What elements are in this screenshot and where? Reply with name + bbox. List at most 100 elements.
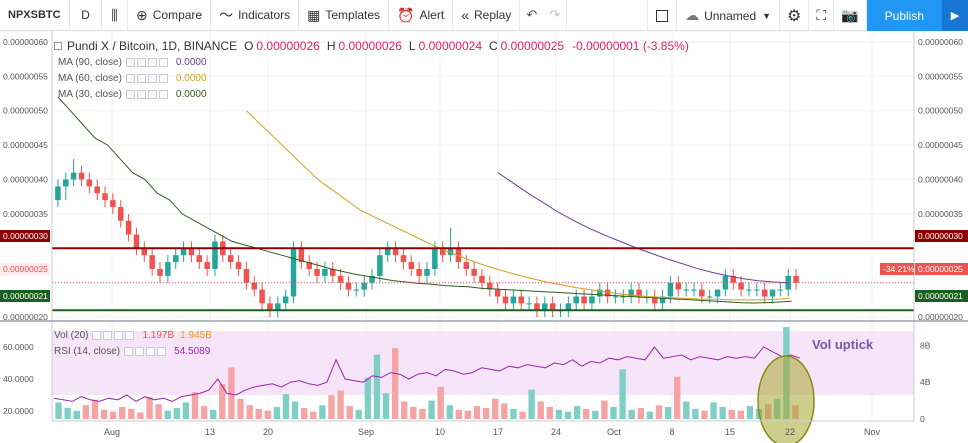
resistance-price-label-left: 0.00000030 xyxy=(3,231,48,241)
ma90-label: MA (90, close) xyxy=(58,56,122,68)
replay-button[interactable]: « Replay xyxy=(453,0,521,31)
settings-button[interactable]: ⚙ xyxy=(780,0,810,31)
candle-body xyxy=(447,248,454,256)
candle-body xyxy=(761,289,768,297)
chart-type-button[interactable]: ⫼ xyxy=(102,0,128,31)
candle-body xyxy=(722,275,729,290)
volume-bar xyxy=(510,408,517,419)
rewind-icon: « xyxy=(461,7,469,23)
rsi-legend[interactable]: RSI (14, close) 54.5089 xyxy=(54,346,210,357)
interval-button[interactable]: D xyxy=(70,0,102,31)
templates-button[interactable]: ▦ Templates xyxy=(299,0,390,31)
indicators-label: Indicators xyxy=(238,8,291,22)
alert-button[interactable]: ⏰ Alert xyxy=(389,0,454,31)
current-price-tag-left xyxy=(0,263,50,275)
ma60-controls[interactable] xyxy=(125,73,170,83)
volume-bar xyxy=(273,407,281,419)
volume-bar xyxy=(228,367,235,419)
change-tag xyxy=(880,263,914,275)
candle-body xyxy=(243,268,250,283)
right-price-axis[interactable]: 0.00000060 0.00000055 0.00000050 0.00000045… xyxy=(918,37,963,322)
volume-bar xyxy=(182,402,190,419)
volume-bar xyxy=(282,394,290,419)
change-percent-label: -34.21% xyxy=(883,264,915,274)
ma60-label: MA (60, close) xyxy=(58,72,122,84)
volume-bar xyxy=(146,396,153,419)
time-axis-label: 22 xyxy=(785,427,795,437)
ma90-controls[interactable] xyxy=(125,57,170,67)
plus-circle-icon: ⊕ xyxy=(136,6,148,23)
rsi-label: RSI (14, close) xyxy=(54,346,121,357)
resistance-price-tag xyxy=(915,230,968,242)
candle-body xyxy=(565,303,572,311)
publish-menu-button[interactable]: ▶ xyxy=(942,0,968,31)
chart-canvas[interactable]: Vol uptick 0.00000060 0.00000055 0.0000005… xyxy=(0,31,968,443)
candle-body xyxy=(117,207,124,221)
volume-legend[interactable]: Vol (20) 1.197B 1.945B xyxy=(54,330,212,341)
vol-controls[interactable] xyxy=(92,331,136,340)
candle-body xyxy=(738,282,744,290)
candle-body xyxy=(306,262,312,269)
ma30-controls[interactable] xyxy=(125,89,170,99)
rsi-line-group xyxy=(53,346,801,402)
snapshot-button[interactable]: 📷 xyxy=(834,0,867,31)
gear-icon: ⚙ xyxy=(787,7,802,25)
left-axis-tick-label: 0.00000050 xyxy=(3,106,48,116)
volume-bar xyxy=(555,409,563,419)
layout-name-button[interactable]: ☁ Unnamed ▼ xyxy=(677,0,781,31)
undo-button[interactable]: ↶ xyxy=(520,0,543,31)
right-axis-tick-label: 0.00000055 xyxy=(918,71,963,81)
ma90-legend[interactable]: MA (90, close) 0.0000 xyxy=(58,54,689,70)
volume-bar xyxy=(619,369,626,419)
left-price-axis[interactable]: 0.00000060 0.00000055 0.00000050 0.00000045… xyxy=(3,37,48,322)
candle-body xyxy=(70,172,77,180)
time-axis-label: Nov xyxy=(864,427,881,437)
candle-body xyxy=(714,289,721,297)
volume-bar xyxy=(664,407,672,419)
open-label: O xyxy=(244,39,254,53)
indicators-button[interactable]: 〜 Indicators xyxy=(211,0,300,31)
chart-area[interactable]: Vol uptick 0.00000060 0.00000055 0.0000005… xyxy=(0,31,968,443)
ma60-legend[interactable]: MA (60, close) 0.0000 xyxy=(58,70,689,86)
volume-bar xyxy=(391,348,399,419)
candle-body xyxy=(110,200,116,208)
volume-bar xyxy=(109,411,117,419)
volume-bar xyxy=(155,404,162,419)
volume-bar xyxy=(246,405,253,419)
rsi-controls[interactable] xyxy=(124,347,168,356)
volume-bar xyxy=(528,389,535,419)
candle-body xyxy=(369,275,375,283)
volume-bar xyxy=(82,405,90,419)
replay-label: Replay xyxy=(473,8,512,22)
volume-bar xyxy=(119,407,126,419)
fullscreen-toggle[interactable] xyxy=(647,0,678,31)
time-axis-label: 17 xyxy=(493,427,503,437)
rsi-axis: 60.0000 40.0000 20.0000 xyxy=(3,342,34,416)
candle-body xyxy=(659,296,666,304)
publish-button[interactable]: Publish xyxy=(866,0,942,31)
right-axis-tick-label: 0.00000050 xyxy=(918,106,963,116)
time-axis-label: 24 xyxy=(551,427,561,437)
ma30-legend[interactable]: MA (30, close) 0.0000 xyxy=(58,86,689,102)
time-axis[interactable]: Aug 13 20 Sep 10 17 24 Oct 8 15 22 Nov xyxy=(104,427,881,437)
volume-bar xyxy=(319,405,326,419)
templates-label: Templates xyxy=(325,8,381,22)
support-price-tag-left xyxy=(0,290,50,302)
left-axis-tick-label: 0.00000035 xyxy=(3,209,48,219)
rsi-axis-tick-label: 40.0000 xyxy=(3,374,34,384)
undo-icon: ↶ xyxy=(526,7,538,22)
maximize-button[interactable]: ⛶ xyxy=(809,0,835,31)
candle-body xyxy=(204,262,210,269)
volume-bar xyxy=(164,410,171,419)
compare-button[interactable]: ⊕ Compare xyxy=(128,0,212,31)
redo-button[interactable]: ↷ xyxy=(543,0,568,31)
volume-bar xyxy=(464,410,472,419)
top-toolbar: NPXSBTC D ⫼ ⊕ Compare 〜 Indicators ▦ Tem… xyxy=(0,0,968,31)
collapse-icon[interactable] xyxy=(54,42,62,50)
candle-body xyxy=(487,282,493,290)
symbol-search[interactable]: NPXSBTC xyxy=(0,0,70,31)
volume-bar xyxy=(437,386,444,419)
candle-body xyxy=(345,282,352,290)
candle-body xyxy=(408,262,415,269)
volume-axis-tick-label: 8B xyxy=(920,340,931,350)
